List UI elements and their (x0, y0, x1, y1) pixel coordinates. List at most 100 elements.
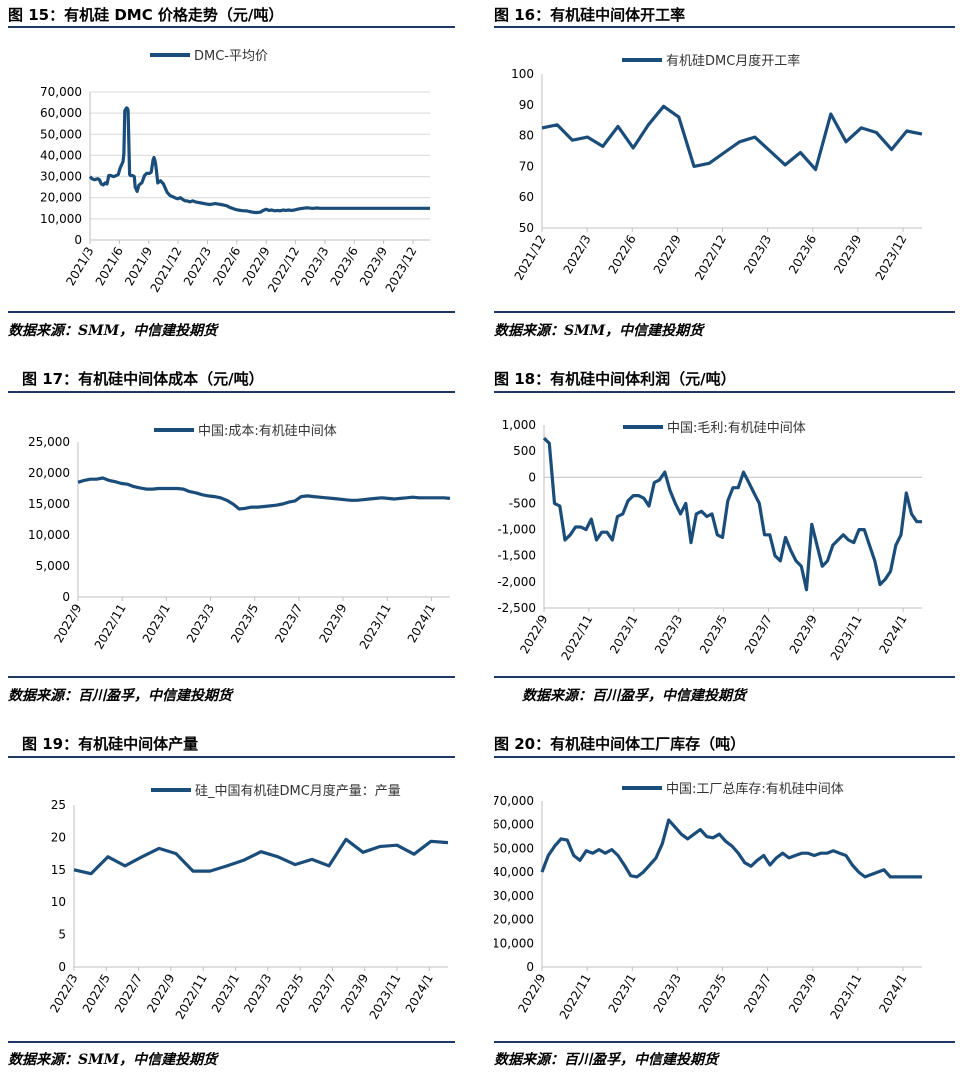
chart-fig15: 0 10,000 20,000 30,000 40,000 50,000 60,000 70,… (40, 49, 430, 295)
y-tick-label: 5 (58, 928, 66, 942)
y-tick-label: 10,000 (40, 212, 82, 226)
x-tick-label: 2023/1 (209, 972, 242, 1016)
y-tick-label: 70 (519, 159, 534, 173)
y-tick-label: -1,000 (497, 523, 536, 537)
y-tick-label: 1,000 (502, 418, 536, 432)
series-line (73, 837, 449, 876)
x-tick-label: 2022/5 (80, 972, 113, 1016)
x-tick-label: 2023/11 (357, 602, 394, 652)
x-tick-label: 2024/1 (405, 602, 438, 646)
source-rule (8, 676, 455, 678)
y-tick-label: 60,000 (40, 106, 82, 120)
x-tick-label: 2023/1 (606, 972, 639, 1016)
panel-fig15: 图 15：有机硅 DMC 价格走势（元/吨） 0 10,000 20,000 30,0… (8, 0, 455, 345)
x-tick-label: 2023/1 (607, 613, 640, 657)
y-tick-label: 10,000 (28, 528, 70, 542)
figure-title: 图 18：有机硅中间体利润（元/吨） (494, 370, 736, 388)
x-tick-label: 2023/5 (273, 972, 306, 1016)
title-rule (8, 26, 455, 28)
figure-title: 图 20：有机硅中间体工厂库存（吨） (494, 735, 746, 753)
x-tick-label: 2023/6 (786, 233, 819, 277)
x-tick-label: 2023/7 (742, 613, 775, 657)
y-tick-label: 0 (58, 960, 66, 974)
x-tick-label: 2023/9 (787, 613, 820, 657)
x-tick-label: 2023/3 (241, 972, 274, 1016)
title-rule (494, 391, 955, 393)
y-tick-label: 0 (528, 470, 536, 484)
x-tick-label: 2023/9 (786, 972, 819, 1016)
y-tick-label: -1,500 (497, 549, 536, 563)
y-tick-label: 60 (519, 190, 534, 204)
y-tick-label: 10 (51, 895, 66, 909)
chart-fig18: -2,500 -2,000 -1,500 -1,000 -500 0 500 1,000 202… (497, 418, 922, 663)
x-tick-label: 2023/5 (696, 972, 729, 1016)
y-tick-label: 50,000 (494, 841, 534, 855)
x-tick-label: 2023/7 (741, 972, 774, 1016)
x-tick-label: 2023/3 (652, 613, 685, 657)
x-tick-label: 2022/11 (173, 972, 210, 1022)
title-rule (8, 391, 455, 393)
legend-label: 中国:成本:有机硅中间体 (198, 424, 337, 439)
source-rule (494, 1041, 955, 1043)
y-tick-label: 0 (526, 960, 534, 974)
y-tick-label: 0 (74, 233, 82, 247)
x-tick-label: 2023/11 (367, 972, 404, 1022)
legend-label: 有机硅DMC月度开工率 (666, 53, 800, 69)
panel-fig20: 图 20：有机硅中间体工厂库存（吨） 0 10,000 20,000 30,000 40… (494, 730, 955, 1073)
y-tick-label: 40,000 (40, 148, 82, 162)
y-tick-label: 20,000 (40, 191, 82, 205)
y-tick-label: 0 (62, 590, 70, 604)
y-tick-label: 80 (519, 129, 534, 143)
source-note: 数据来源：SMM，中信建投期货 (8, 1052, 218, 1068)
title-rule (8, 756, 455, 758)
source-note: 数据来源：SMM，中信建投期货 (494, 323, 704, 339)
x-tick-label: 2022/12 (692, 233, 729, 283)
legend: 中国:毛利:有机硅中间体 (623, 421, 806, 436)
source-note: 数据来源：百川盈孚，中信建投期货 (8, 688, 232, 704)
panel-fig19: 图 19：有机硅中间体产量 0 5 10 15 20 25 2022/3 2022/5 2022… (8, 730, 455, 1073)
legend: 有机硅DMC月度开工率 (622, 53, 800, 69)
x-tick-label: 2022/9 (144, 972, 177, 1016)
source-rule (8, 311, 455, 313)
y-tick-label: -2,500 (497, 601, 536, 615)
y-tick-label: 30,000 (494, 889, 534, 903)
y-tick-label: 50,000 (40, 127, 82, 141)
y-tick-label: 100 (511, 67, 534, 81)
legend: 硅_中国有机硅DMC月度产量：产量 (151, 783, 401, 799)
x-tick-label: 2022/11 (92, 602, 129, 652)
x-tick-label: 2023/3 (651, 972, 684, 1016)
y-tick-label: 10,000 (494, 936, 534, 950)
x-tick-label: 2022/3 (47, 972, 80, 1016)
y-tick-label: 20,000 (494, 913, 534, 927)
y-tick-label: 70,000 (494, 794, 534, 808)
legend: 中国:成本:有机硅中间体 (154, 424, 337, 439)
x-tick-label: 2023/5 (228, 602, 261, 646)
panel-fig16: 图 16：有机硅中间体开工率 50 60 70 80 90 100 2021/12 2022/… (494, 0, 955, 345)
legend-label: DMC-平均价 (194, 49, 268, 64)
x-tick-label: 2022/9 (51, 602, 84, 646)
x-tick-label: 2023/7 (306, 972, 339, 1016)
series-line (88, 106, 430, 215)
x-tick-label: 2022/11 (557, 972, 594, 1022)
y-tick-label: 50 (519, 221, 534, 235)
chart-fig19: 0 5 10 15 20 25 2022/3 2022/5 2022/7 2022/92022/1… (47, 783, 449, 1022)
x-tick-label: 2023/5 (697, 613, 730, 657)
source-note: 数据来源：百川盈孚，中信建投期货 (522, 688, 746, 704)
chart-fig20: 0 10,000 20,000 30,000 40,000 50,000 60,000 70,… (494, 781, 922, 1022)
panel-fig17: 图 17：有机硅中间体成本（元/吨） 0 5,000 10,000 15,000 20,… (8, 365, 455, 710)
y-tick-label: 20,000 (28, 466, 70, 480)
legend-label: 中国:工厂总库存:有机硅中间体 (666, 781, 844, 797)
y-tick-label: -500 (509, 496, 536, 510)
x-tick-label: 2024/1 (876, 613, 909, 657)
x-tick-label: 2023/1 (140, 602, 173, 646)
x-tick-label: 2023/11 (827, 972, 864, 1022)
y-tick-label: 20 (51, 830, 66, 844)
y-tick-label: 25,000 (28, 435, 70, 449)
x-tick-label: 2023/3 (184, 602, 217, 646)
panel-fig18: 图 18：有机硅中间体利润（元/吨） -2,500 -2,000 -1,500 -1,… (494, 365, 955, 710)
y-tick-label: 500 (513, 444, 536, 458)
y-tick-label: 15,000 (28, 497, 70, 511)
figure-title: 图 15：有机硅 DMC 价格走势（元/吨） (8, 6, 284, 24)
series-line (541, 104, 923, 172)
x-tick-label: 2023/9 (338, 972, 371, 1016)
